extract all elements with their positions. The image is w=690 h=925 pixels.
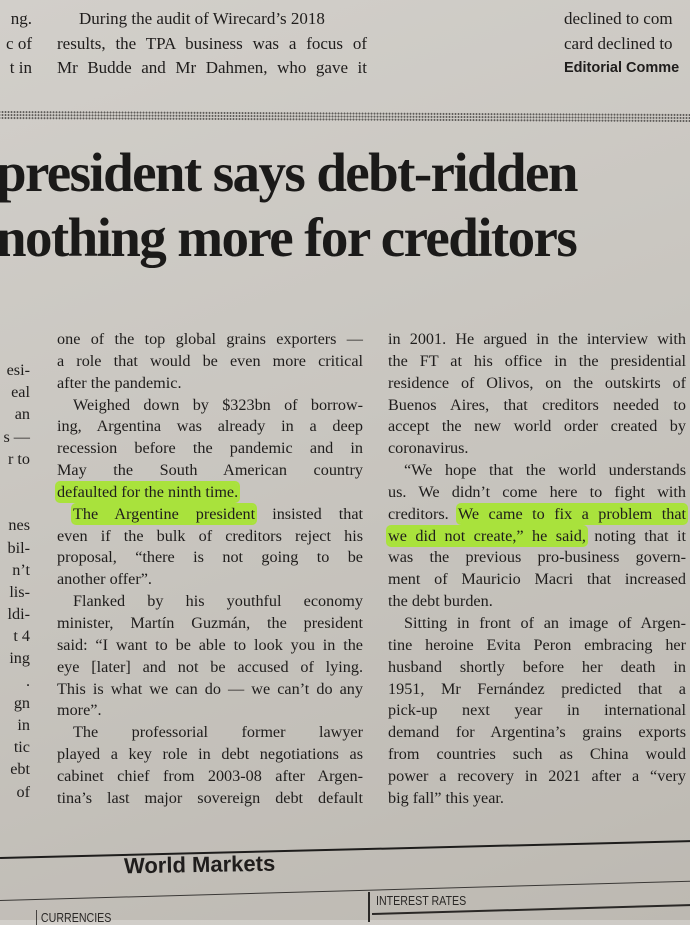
- text-line: us. We didn’t come here to fight with: [388, 482, 686, 501]
- text-line: 1951, Mr Fernández predicted that a: [388, 679, 686, 698]
- wirecard-article-text: During the audit of Wirecard’s 2018 resu…: [57, 7, 367, 81]
- text-line: defaulted for the ninth time.: [57, 482, 363, 504]
- text-line: the debt burden.: [388, 592, 493, 611]
- text-line: husband shortly before her death in: [388, 657, 686, 676]
- text-fragment: in: [17, 716, 30, 734]
- editorial-comment-label: Editorial Comme: [564, 60, 680, 76]
- text-line: “We hope that the world understands: [404, 461, 686, 480]
- text-line: Sitting in front of an image of Argen-: [404, 613, 686, 632]
- text-segment: insisted that: [255, 504, 363, 523]
- text-line: another offer”.: [57, 570, 152, 589]
- text-line: was the previous pro-business govern-: [388, 548, 686, 567]
- previous-column-fragments: ng. c of t in: [0, 7, 32, 81]
- text-line: tine heroine Evita Peron embracing her: [388, 635, 686, 654]
- text-fragment: ebt: [10, 760, 30, 779]
- text-line: The professorial former lawyer: [73, 723, 363, 742]
- text-line: ment of Mauricio Macri that increased: [388, 570, 686, 589]
- text-line: ing, Argentina was already in a deep: [57, 417, 363, 436]
- article-column-2: in 2001. He argued in the interview with…: [388, 329, 687, 810]
- text-line: in 2001. He argued in the interview with: [388, 330, 686, 348]
- text-segment: creditors.: [388, 504, 458, 523]
- text-line: power a recovery in 2021 after a “very: [388, 766, 686, 785]
- highlighted-text: We came to fix a problem that: [457, 504, 687, 523]
- text-line: cabinet chief from 2003-08 after Argen-: [57, 766, 363, 785]
- highlighted-text: defaulted for the ninth time.: [57, 482, 239, 501]
- dotted-divider: [0, 110, 690, 123]
- text-line: Buenos Aires, that creditors needed to: [388, 395, 686, 414]
- text-line: eye [later] and not be accused of lying.: [57, 657, 363, 676]
- text-line: the FT at his office in the presidential: [388, 351, 686, 370]
- text-fragment: esi-: [6, 361, 30, 379]
- text-line: declined to com: [564, 9, 673, 28]
- text-line: creditors. We came to fix a problem that: [388, 504, 687, 526]
- highlighted-text: we did not create,” he said,: [388, 526, 586, 545]
- text-line: minister, Martín Guzmán, the president: [57, 613, 363, 632]
- text-line: pick-up next year in international: [388, 701, 686, 720]
- text-line: proposal, “there is not going to be: [57, 548, 363, 567]
- text-line: card declined to: [564, 33, 673, 53]
- text-fragment: lis-: [9, 582, 30, 601]
- text-line: During the audit of Wirecard’s 2018: [79, 9, 325, 28]
- text-fragment: .: [25, 671, 30, 690]
- text-line: even if the bulk of creditors reject his: [57, 526, 363, 545]
- text-line: accept the new world order created by: [388, 417, 686, 436]
- text-line: more”.: [57, 701, 102, 720]
- text-line: one of the top global grains exporters —: [57, 330, 363, 348]
- text-fragment: [0, 492, 30, 514]
- text-line: after the pandemic.: [57, 373, 182, 392]
- text-line: demand for Argentina’s grains exports: [388, 723, 686, 742]
- right-column-fragment: declined to com card declined to Editori…: [564, 7, 690, 81]
- text-fragment: ldi-: [7, 605, 30, 624]
- currencies-heading: CURRENCIES: [36, 910, 111, 925]
- text-line: tina’s last major sovereign debt default: [57, 788, 363, 807]
- article-headline: president says debt-ridden nothing more …: [0, 140, 690, 270]
- text-fragment: c of: [6, 33, 32, 53]
- text-line: Weighed down by $323bn of borrow-: [73, 395, 363, 414]
- text-fragment: t in: [9, 58, 32, 77]
- text-fragment: ng.: [10, 9, 32, 28]
- highlighted-text: The Argentine president: [73, 504, 256, 523]
- text-fragment: r to: [7, 449, 30, 468]
- text-fragment: n’t: [12, 560, 30, 579]
- headline-line-2: nothing more for creditors: [0, 207, 578, 268]
- text-fragment: [0, 470, 30, 492]
- text-fragment: tic: [13, 738, 30, 757]
- text-fragment: s —: [3, 427, 30, 446]
- text-line: we did not create,” he said, noting that…: [388, 526, 686, 548]
- text-fragment: eal: [11, 383, 30, 402]
- text-line: coronavirus.: [388, 439, 469, 458]
- text-fragment: ing: [9, 649, 30, 668]
- text-line: Flanked by his youthful economy: [73, 592, 363, 611]
- text-fragment: bil-: [7, 538, 30, 557]
- headline-line-1: president says debt-ridden: [0, 142, 578, 203]
- column-divider: [368, 892, 370, 922]
- text-line: results, the TPA business was a focus of: [57, 33, 367, 53]
- section-title: World Markets: [123, 850, 276, 879]
- text-line: Mr Budde and Mr Dahmen, who gave it: [57, 58, 367, 77]
- text-fragment: an: [14, 405, 30, 424]
- text-line: big fall” this year.: [388, 788, 504, 807]
- text-line: This is what we can do — we can’t do any: [57, 679, 363, 698]
- text-fragment: gn: [13, 693, 30, 712]
- text-fragment: nes: [8, 516, 30, 535]
- text-line: recession before the pandemic and in: [57, 439, 363, 458]
- text-line: from countries such as China would: [388, 745, 686, 764]
- text-fragment: of: [16, 782, 30, 801]
- text-segment: noting that it: [585, 526, 687, 545]
- text-fragment: t 4: [13, 627, 30, 646]
- section-rule: [0, 839, 690, 859]
- text-line: May the South American country: [57, 461, 363, 480]
- section-rule: [0, 880, 690, 901]
- interest-rates-heading: INTEREST RATES: [376, 893, 467, 908]
- text-line: played a key role in debt negotiations a…: [57, 745, 363, 764]
- text-line: said: “I want to be able to look you in …: [57, 635, 363, 654]
- text-line: a role that would be even more critical: [57, 351, 363, 370]
- text-line: residence of Olivos, on the outskirts of: [388, 373, 686, 392]
- adjacent-column-fragments: esi-eal an s — r to nes bil-n’t lis-ldi-t 4 ing…: [0, 359, 30, 803]
- article-column-1: one of the top global grains exporters —…: [57, 329, 363, 810]
- text-line: The Argentine president insisted that: [57, 504, 363, 526]
